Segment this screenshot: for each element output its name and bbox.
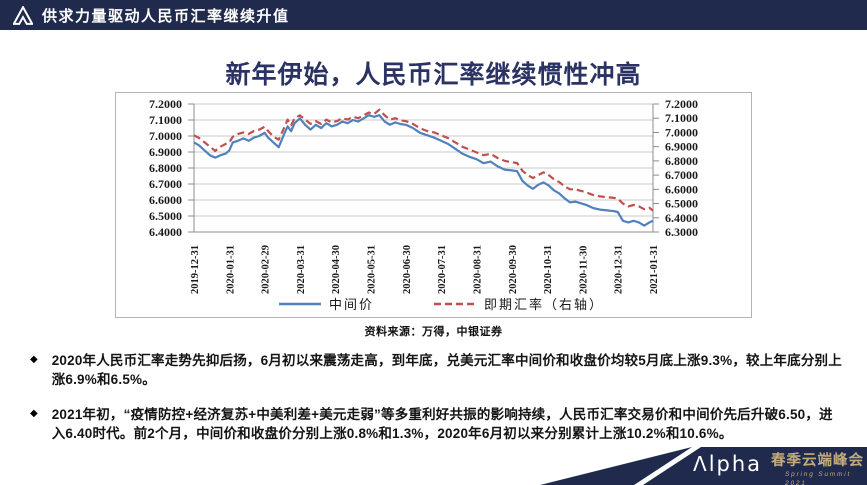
footer-banner-main: [643, 447, 867, 485]
x-axis-label: 2020-01-31: [225, 245, 236, 294]
bullet-text: 2021年初，“疫情防控+经济复苏+中美利差+美元走弱”等多重利好共振的影响持续…: [51, 407, 833, 441]
x-axis-label: 2020-10-31: [543, 245, 554, 294]
left-axis-label: 7.2000: [149, 97, 182, 111]
event-name-block: 春季云端峰会 Spring Summit 2021: [771, 449, 867, 485]
x-axis-label: 2020-08-31: [472, 245, 483, 294]
diamond-bullet-icon: ◆: [30, 354, 38, 365]
bullet-list: ◆ 2020年人民币汇率走势先抑后扬，6月初以来震荡走高，到年底，兑美元汇率中间…: [28, 351, 846, 459]
series-left: [193, 114, 654, 227]
right-axis-label: 6.5000: [665, 197, 698, 211]
right-axis-label: 6.7000: [665, 168, 698, 182]
left-axis-label: 7.1000: [149, 113, 182, 127]
left-axis-label: 6.7000: [149, 177, 182, 191]
right-axis-label: 7.1000: [665, 111, 698, 125]
left-axis-label: 6.4000: [149, 225, 182, 239]
diamond-bullet-icon: ◆: [30, 408, 38, 419]
left-axis-label: 6.9000: [149, 145, 182, 159]
header-bar: 供求力量驱动人民币汇率继续升值: [0, 0, 867, 30]
series-right: [193, 108, 654, 212]
event-name-cn: 春季云端峰会: [771, 453, 865, 469]
left-axis-label: 6.5000: [149, 209, 182, 223]
exchange-rate-chart: 7.2000 7.1000 7.0000 6.9000 6.8000 6.7000 6.60…: [115, 92, 752, 318]
right-axis-label: 6.3000: [665, 225, 698, 239]
footer-banner-sliver: [540, 447, 692, 485]
alpha-triangle-glyph: Λ: [693, 452, 709, 476]
alpha-wordmark: Λlpha: [693, 451, 762, 477]
right-axis-label: 6.6000: [665, 182, 698, 196]
x-axis-label: 2020-07-31: [437, 245, 448, 294]
alpha-wordmark-rest: lpha: [708, 452, 763, 476]
right-axis-label: 6.9000: [665, 140, 698, 154]
alpha-triangle-logo-icon: [13, 5, 33, 25]
bullet-item-1: ◆ 2020年人民币汇率走势先抑后扬，6月初以来震荡走高，到年底，兑美元汇率中间…: [28, 351, 846, 389]
page-title: 新年伊始，人民币汇率继续惯性冲高: [225, 61, 642, 89]
left-axis-label: 7.0000: [149, 129, 182, 143]
right-axis-label: 6.4000: [665, 211, 698, 225]
legend-label-mid-price: 中间价: [329, 297, 374, 312]
x-axis-label: 2020-12-31: [614, 245, 625, 294]
bullet-text: 2020年人民币汇率走势先抑后扬，6月初以来震荡走高，到年底，兑美元汇率中间价和…: [51, 353, 842, 387]
header-title: 供求力量驱动人民币汇率继续升值: [42, 7, 290, 25]
left-axis-label: 6.8000: [149, 161, 182, 175]
x-axis-label: 2020-06-30: [402, 245, 413, 294]
right-axis-label: 7.0000: [665, 125, 698, 139]
legend-label-spot-rate: 即期汇率（右轴）: [484, 297, 604, 312]
line-chart-canvas: 7.20007.10007.00006.90006.80006.70006.60…: [149, 97, 698, 312]
x-axis-label: 2020-04-30: [331, 245, 342, 294]
x-axis-label: 2020-03-31: [296, 245, 307, 294]
right-axis-label: 6.8000: [665, 154, 698, 168]
left-axis-label: 6.6000: [149, 193, 182, 207]
bullet-item-2: ◆ 2021年初，“疫情防控+经济复苏+中美利差+美元走弱”等多重利好共振的影响…: [28, 405, 846, 443]
x-axis-label: 2020-11-30: [578, 246, 589, 294]
x-axis-label: 2020-09-30: [508, 245, 519, 294]
x-axis-label: 2020-05-31: [367, 245, 378, 294]
x-axis-label: 2021-01-31: [649, 245, 660, 294]
footer-banner: [540, 447, 867, 485]
right-axis-label: 7.2000: [665, 97, 698, 111]
footer-logo: Λlpha 春季云端峰会 Spring Summit 2021: [693, 449, 867, 485]
x-axis-label: 2020-02-29: [261, 245, 272, 294]
data-source-note: 资料来源：万得，中银证券: [364, 326, 503, 338]
event-name-en: Spring Summit 2021: [785, 471, 852, 485]
x-axis-label: 2019-12-31: [190, 245, 201, 294]
